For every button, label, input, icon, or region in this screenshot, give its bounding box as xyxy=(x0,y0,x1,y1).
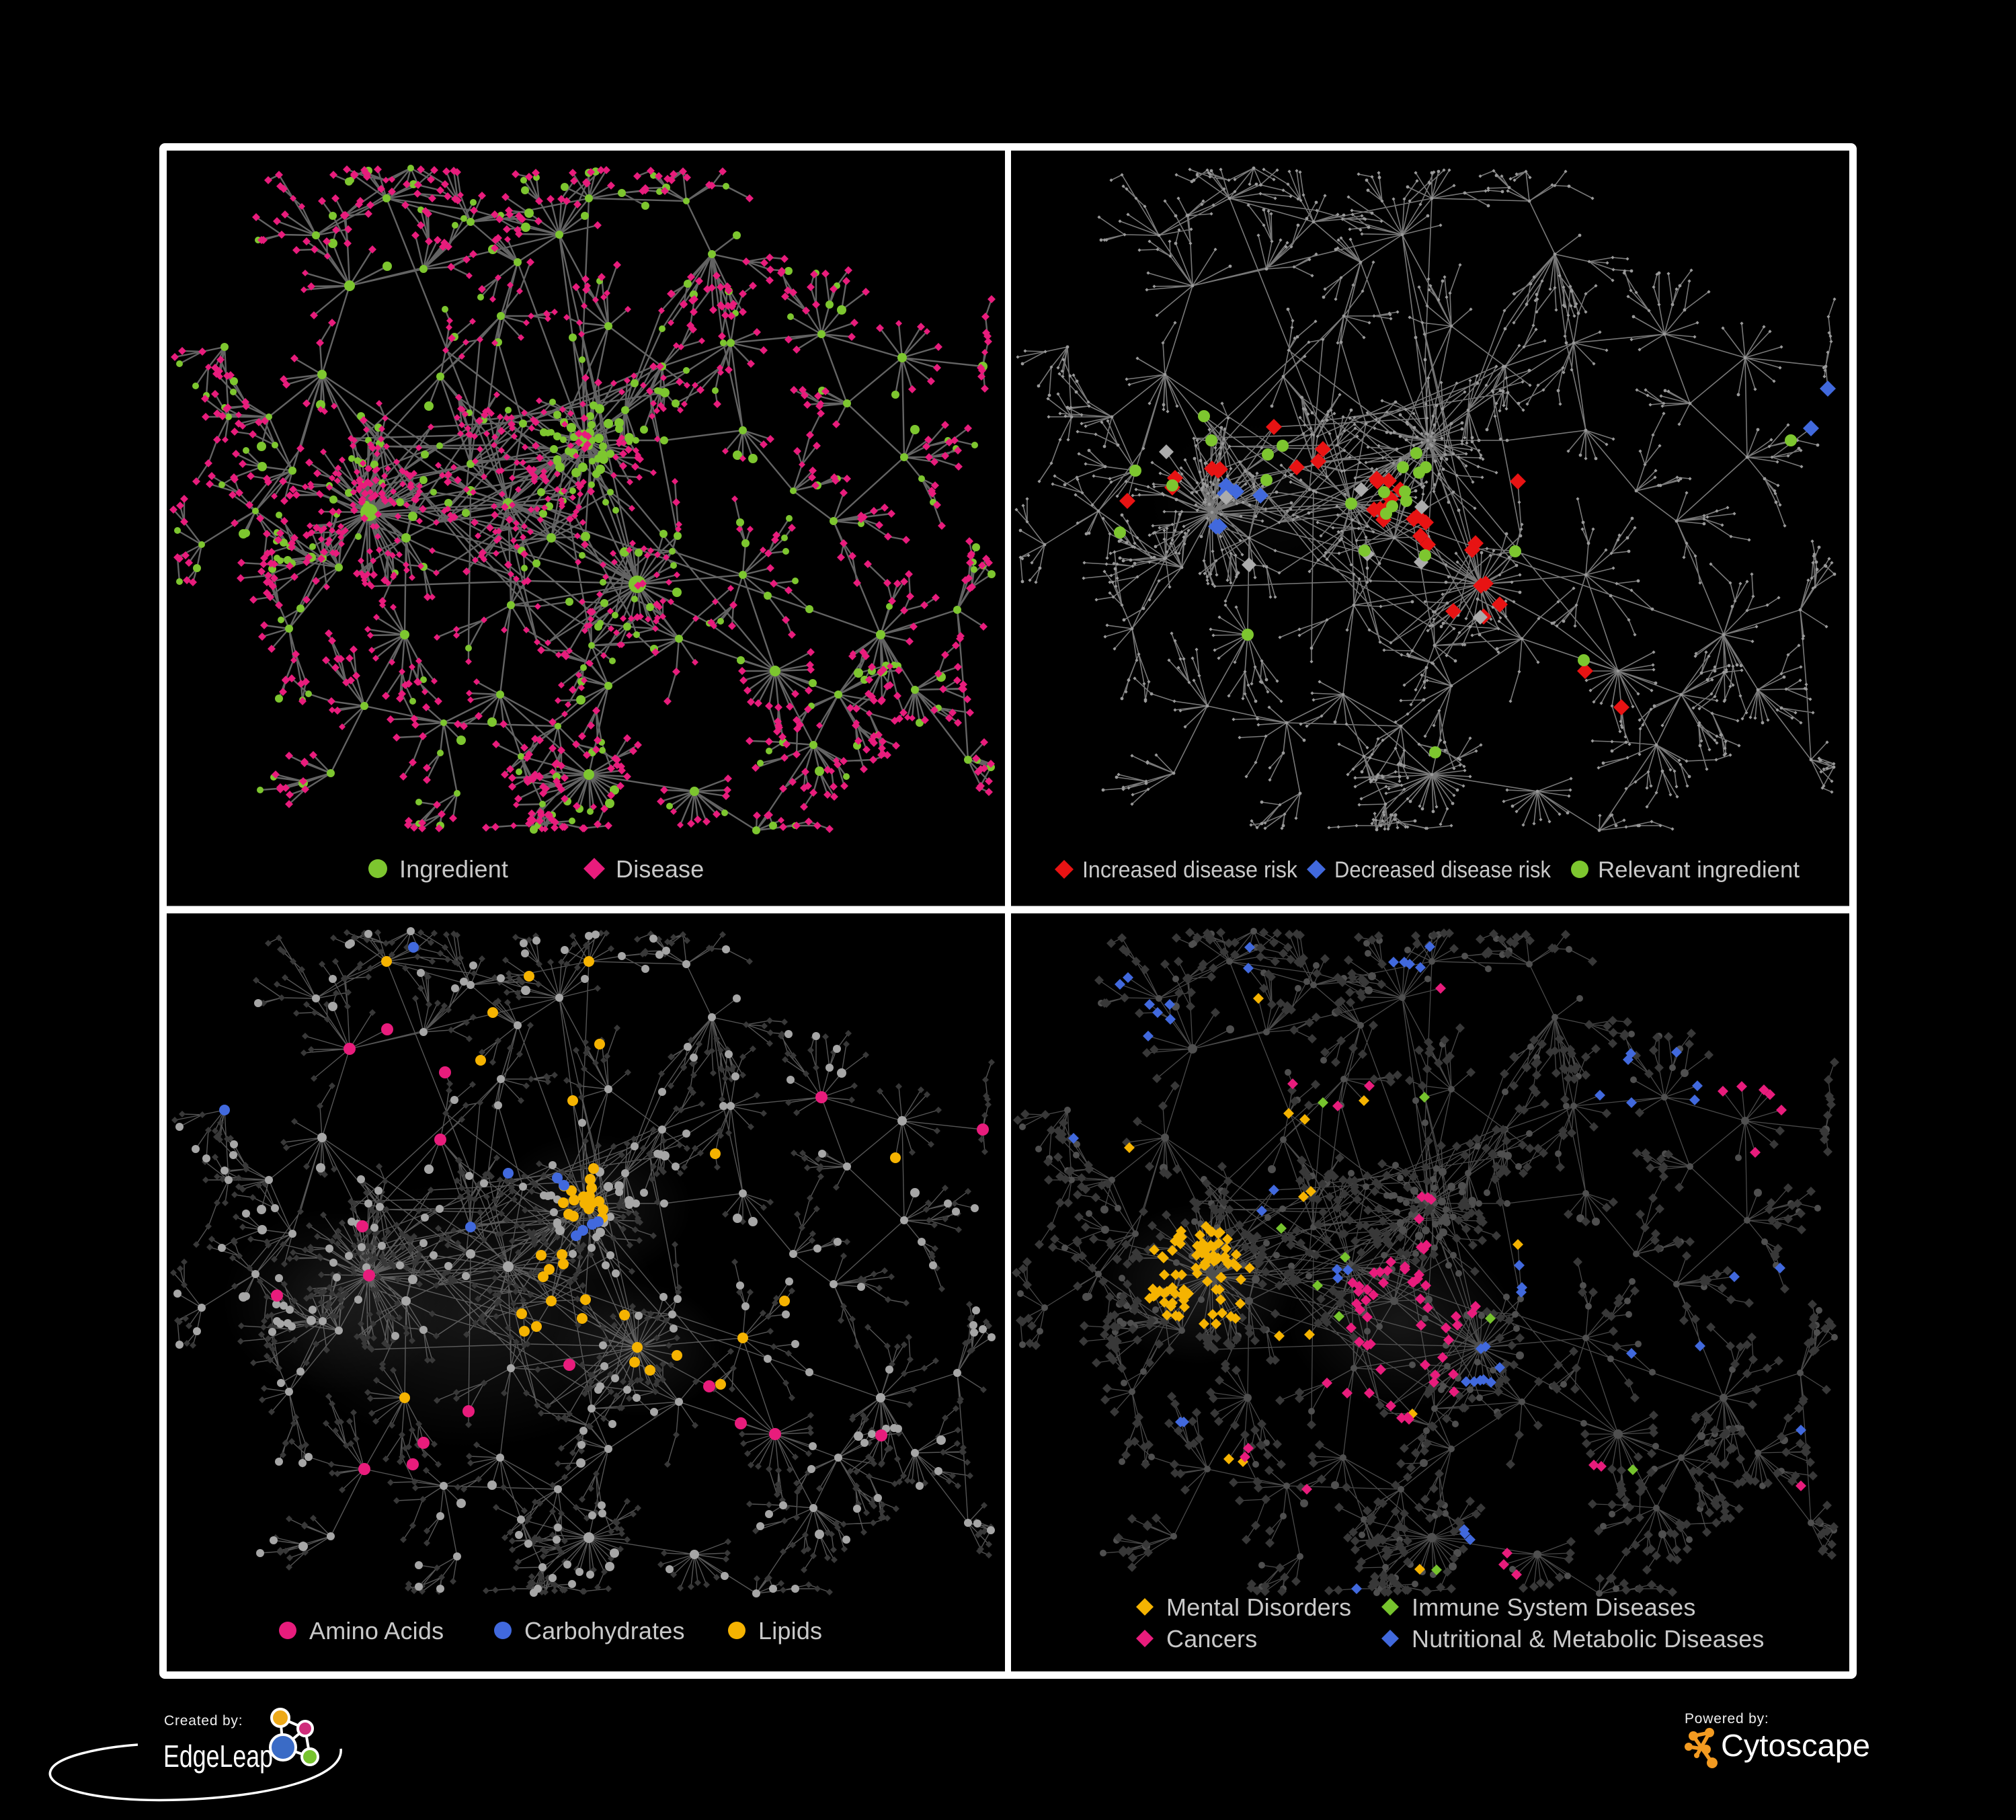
svg-text:Carbohydrates: Carbohydrates xyxy=(524,1617,685,1645)
svg-text:EdgeLeap: EdgeLeap xyxy=(163,1739,273,1774)
svg-text:Ingredient: Ingredient xyxy=(399,855,508,883)
svg-text:Decreased disease risk: Decreased disease risk xyxy=(1334,857,1551,883)
svg-text:Increased disease risk: Increased disease risk xyxy=(1082,857,1298,883)
svg-text:Powered by:: Powered by: xyxy=(1685,1711,1769,1727)
svg-text:Immune System Diseases: Immune System Diseases xyxy=(1412,1593,1696,1621)
svg-text:Cytoscape: Cytoscape xyxy=(1721,1728,1870,1763)
svg-text:Mental Disorders: Mental Disorders xyxy=(1166,1593,1351,1621)
svg-text:Disease: Disease xyxy=(616,855,704,883)
svg-text:Amino Acids: Amino Acids xyxy=(309,1617,444,1645)
svg-text:Relevant ingredient: Relevant ingredient xyxy=(1598,857,1800,883)
svg-text:Lipids: Lipids xyxy=(758,1617,822,1645)
svg-text:Created by:: Created by: xyxy=(164,1713,243,1729)
svg-text:Nutritional & Metabolic Diseas: Nutritional & Metabolic Diseases xyxy=(1412,1625,1765,1653)
svg-text:Cancers: Cancers xyxy=(1166,1625,1257,1653)
